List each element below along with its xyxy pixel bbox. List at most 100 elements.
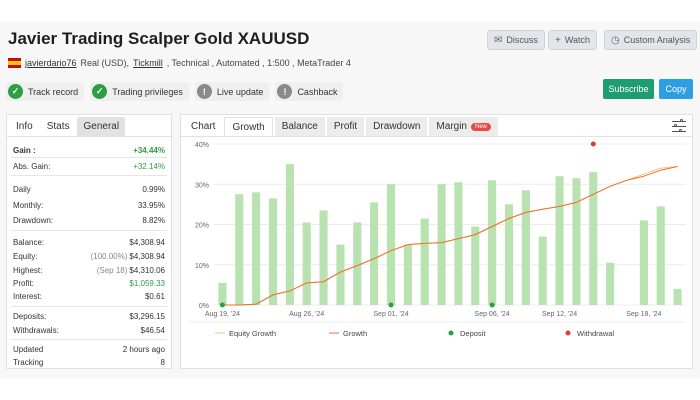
- growth-bar: [386, 184, 396, 305]
- growth-bar: [639, 220, 648, 305]
- new-badge: New: [471, 122, 492, 131]
- stat-profit: Profit: $1,059.33: [13, 279, 165, 288]
- page-title: Javier Trading Scalper Gold XAUUSD: [8, 29, 310, 48]
- deposit-marker: [388, 302, 394, 308]
- legend-label: Equity Growth: [229, 329, 276, 338]
- growth-bar: [555, 176, 564, 305]
- stat-deposits: Deposits: $3,296.15: [13, 312, 165, 321]
- growth-bar: [437, 184, 446, 305]
- badge-label: Live update: [216, 86, 264, 97]
- subscribe-button[interactable]: Subscribe: [603, 79, 654, 99]
- badge-track-record[interactable]: ✓ Track record: [6, 82, 85, 101]
- growth-line: [222, 166, 678, 306]
- info-icon: !: [277, 84, 293, 99]
- chart-panel: Chart Growth Balance Profit Drawdown Mar…: [180, 114, 693, 369]
- growth-bar: [336, 244, 345, 305]
- clock-icon: ◷: [611, 34, 620, 46]
- stat-tracking: Tracking 8: [13, 358, 165, 367]
- deposit-marker: [489, 302, 495, 308]
- badge-label: Cashback: [297, 86, 338, 97]
- discuss-label: Discuss: [506, 35, 538, 45]
- tab-profit[interactable]: Profit: [326, 117, 365, 136]
- meta-prefix: Real (USD),: [80, 58, 130, 68]
- y-tick-label: 30%: [195, 182, 209, 189]
- custom-analysis-button[interactable]: ◷ Custom Analysis: [604, 30, 698, 50]
- badge-cashback[interactable]: ! Cashback: [275, 82, 344, 101]
- growth-bar: [606, 262, 615, 305]
- tab-chart[interactable]: Chart: [191, 121, 216, 132]
- stat-withdrawals: Withdrawals: $46.54: [13, 326, 165, 335]
- growth-bar: [319, 210, 328, 305]
- growth-bar: [353, 222, 362, 305]
- stat-abs-gain: Abs. Gain: +32.14%: [13, 162, 165, 171]
- system-meta: javierdario76 Real (USD), Tickmill , Tec…: [8, 58, 351, 68]
- x-tick-label: Sep 18, '24: [626, 311, 661, 318]
- tab-stats[interactable]: Stats: [46, 121, 70, 132]
- stat-daily: Daily 0.99%: [13, 185, 165, 194]
- growth-bar: [403, 244, 412, 305]
- growth-bar: [268, 198, 278, 305]
- stat-monthly: Monthly: 33.95%: [13, 201, 165, 210]
- x-tick-label: Sep 06, '24: [475, 311, 510, 318]
- tab-general[interactable]: General: [77, 117, 126, 136]
- x-tick-label: Sep 01, '24: [373, 311, 408, 318]
- stat-gain: Gain : +34.44%: [13, 146, 165, 155]
- chat-icon: ✉: [494, 34, 503, 46]
- watch-button[interactable]: + Watch: [548, 30, 598, 50]
- stat-highest: Highest: (Sep 18) $4,310.06: [13, 266, 165, 275]
- growth-bar: [521, 190, 530, 305]
- chart-tabs: Chart Growth Balance Profit Drawdown Mar…: [181, 115, 692, 137]
- stats-panel: Info Stats General Gain : +34.44% Abs. G…: [6, 114, 172, 369]
- flag-icon: [8, 58, 21, 68]
- growth-bar: [673, 288, 682, 305]
- stat-updated: Updated 2 hours ago: [13, 345, 165, 354]
- growth-bar: [572, 178, 581, 305]
- deposit-marker: [219, 302, 225, 308]
- meta-suffix: , Technical , Automated , 1:500 , MetaTr…: [166, 58, 351, 68]
- growth-bar: [285, 164, 294, 305]
- check-icon: ✓: [8, 84, 23, 99]
- x-tick-label: Aug 26, '24: [289, 311, 324, 318]
- growth-chart: 0% 10% 20% 30% 40% Aug 19, '24 Aug 26, '24 Sep …: [189, 141, 686, 338]
- badge-row: ✓ Track record ✓ Trading privileges ! Li…: [6, 82, 344, 101]
- tab-info[interactable]: Info: [10, 117, 39, 136]
- tab-drawdown[interactable]: Drawdown: [366, 117, 428, 136]
- chart-settings-icon[interactable]: [672, 119, 686, 132]
- growth-bar: [235, 194, 244, 305]
- stat-interest: Interest: $0.61: [13, 292, 165, 301]
- badge-live-update[interactable]: ! Live update: [194, 82, 270, 101]
- growth-bar: [488, 180, 497, 305]
- growth-bar: [218, 282, 227, 305]
- tab-margin[interactable]: Margin New: [429, 117, 499, 136]
- badge-label: Track record: [28, 86, 79, 97]
- x-tick-label: Aug 19, '24: [205, 311, 240, 318]
- growth-bar: [454, 182, 463, 305]
- growth-bar: [302, 222, 311, 305]
- broker-link[interactable]: Tickmill: [133, 58, 163, 68]
- legend-label: Withdrawal: [577, 329, 614, 338]
- copy-button[interactable]: Copy: [659, 79, 693, 99]
- discuss-button[interactable]: ✉ Discuss: [487, 30, 545, 50]
- tab-balance[interactable]: Balance: [274, 117, 325, 136]
- stat-balance: Balance: $4,308.94: [13, 238, 165, 247]
- growth-bar: [252, 192, 261, 305]
- growth-bar: [656, 206, 665, 305]
- author-link[interactable]: javierdario76: [25, 58, 77, 68]
- growth-bar: [370, 202, 379, 305]
- x-tick-label: Sep 12, '24: [542, 311, 577, 318]
- stat-drawdown: Drawdown: 8.82%: [13, 216, 165, 225]
- y-tick-label: 40%: [195, 142, 209, 149]
- growth-bar: [420, 218, 429, 305]
- growth-bar: [471, 226, 480, 305]
- growth-bar: [589, 172, 598, 305]
- withdrawal-marker: [590, 141, 596, 147]
- growth-bar: [504, 204, 514, 305]
- badge-label: Trading privileges: [112, 86, 183, 97]
- legend-swatch: [565, 330, 571, 336]
- y-tick-label: 20%: [195, 223, 209, 230]
- watch-label: Watch: [564, 35, 591, 45]
- custom-analysis-label: Custom Analysis: [623, 35, 691, 45]
- tab-growth[interactable]: Growth: [224, 117, 273, 136]
- stat-equity: Equity: (100.00%) $4,308.94: [13, 252, 165, 261]
- badge-trading-privileges[interactable]: ✓ Trading privileges: [90, 82, 189, 101]
